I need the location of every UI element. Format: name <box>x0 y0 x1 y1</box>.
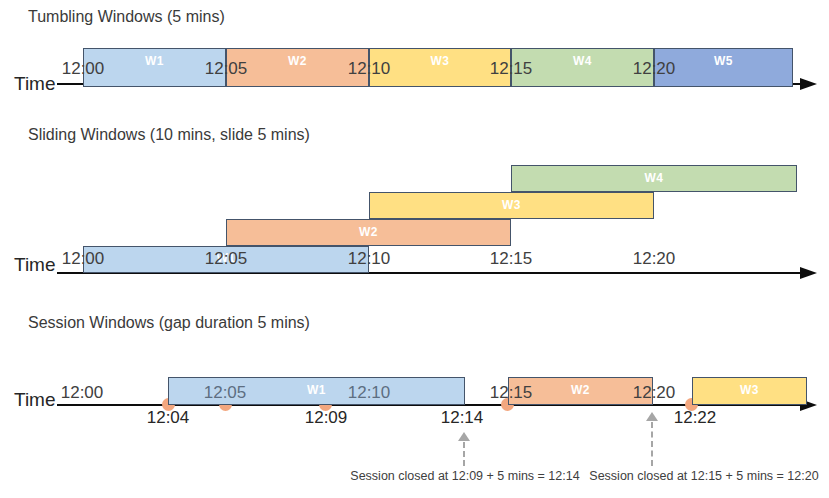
sliding-window-w3: W3 <box>369 192 654 219</box>
sliding-time-label: Time <box>14 255 56 274</box>
window-label: W3 <box>693 384 806 397</box>
event-label-1214: 12:14 <box>426 409 498 428</box>
session-window-w3: W3 <box>692 377 807 405</box>
sliding-tick-1220: 12:20 <box>618 250 690 269</box>
window-label: W2 <box>227 226 510 239</box>
sliding-tick-1200: 12:00 <box>47 250 119 269</box>
window-label: W4 <box>512 172 796 185</box>
tumbling-title: Tumbling Windows (5 mins) <box>28 8 225 26</box>
event-label-1209: 12:09 <box>290 409 362 428</box>
session-time-label: Time <box>14 390 56 409</box>
session-tick-1210: 12:10 <box>333 384 405 403</box>
session-tick-1205: 12:05 <box>189 384 261 403</box>
sliding-axis-arrow-icon <box>800 267 817 279</box>
sliding-tick-1210: 12:10 <box>333 250 405 269</box>
sliding-tick-1205: 12:05 <box>190 250 262 269</box>
tumbling-tick-1220: 12:20 <box>618 60 690 79</box>
tumbling-tick-1210: 12:10 <box>333 60 405 79</box>
dashed-arrow-stem <box>463 442 465 466</box>
session-tick-1215: 12:15 <box>475 384 547 403</box>
dashed-arrow-stem <box>651 422 653 466</box>
session-tick-1220: 12:20 <box>618 384 690 403</box>
windowing-diagram: Tumbling Windows (5 mins) Time W1 W2 W3 … <box>0 0 829 498</box>
session-tick-1200: 12:00 <box>46 384 118 403</box>
session-annotation-w2: Session closed at 12:15 + 5 mins = 12:20 <box>589 469 819 483</box>
tumbling-tick-1215: 12:15 <box>475 60 547 79</box>
dashed-arrow-up-icon <box>646 412 658 421</box>
sliding-window-w4: W4 <box>511 165 797 192</box>
tumbling-tick-1200: 12:00 <box>47 60 119 79</box>
session-annotation-w1: Session closed at 12:09 + 5 mins = 12:14 <box>350 469 580 483</box>
dashed-arrow-up-icon <box>458 432 470 441</box>
sliding-tick-1215: 12:15 <box>475 250 547 269</box>
sliding-window-w2: W2 <box>226 219 511 246</box>
tumbling-tick-1205: 12:05 <box>190 60 262 79</box>
event-label-1222: 12:22 <box>659 409 731 428</box>
window-label: W3 <box>370 199 653 212</box>
sliding-title: Sliding Windows (10 mins, slide 5 mins) <box>28 126 310 144</box>
event-label-1204: 12:04 <box>132 409 204 428</box>
session-title: Session Windows (gap duration 5 mins) <box>28 314 310 332</box>
tumbling-axis-arrow-icon <box>800 78 817 90</box>
tumbling-time-label: Time <box>14 74 56 93</box>
